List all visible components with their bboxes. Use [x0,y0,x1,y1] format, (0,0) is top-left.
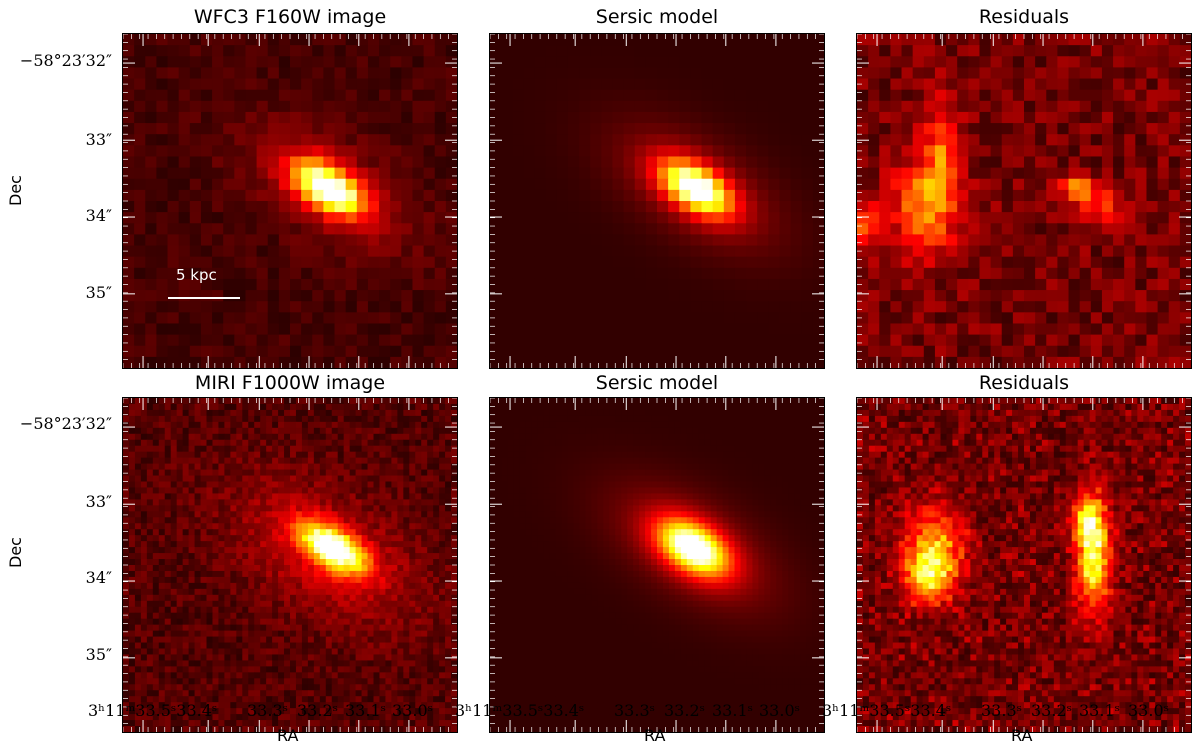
wfc3-residual-pixels [857,34,1191,368]
xtick-label: 33.0ˢ [1128,701,1170,720]
ytick-label: 35″ [85,283,112,302]
ytick-label: −58°23′32″ [19,51,112,70]
xtick-label: 33.2ˢ [1031,701,1073,720]
xtick-label: 33.1ˢ [1079,701,1121,720]
panel-wfc3-residuals [856,33,1192,369]
xlabel-col0: RA [277,726,299,745]
ytick-label: 33″ [85,492,112,511]
title-miri-residuals: Residuals [978,372,1070,394]
xtick-label: 3ʰ11ᵐ33.5ˢ33.4ˢ [822,701,952,720]
xtick-label: 3ʰ11ᵐ33.5ˢ33.4ˢ [88,701,218,720]
panel-miri-image [122,397,458,733]
scalebar-line [168,297,240,299]
xtick-label: 3ʰ11ᵐ33.5ˢ33.4ˢ [455,701,585,720]
ylabel-top: Dec [5,175,25,206]
ytick-label: 34″ [85,206,112,225]
wfc3-model-pixels [490,34,824,368]
ytick-label: −58°23′32″ [19,414,112,433]
miri-model-pixels [490,398,824,732]
ytick-label: 34″ [85,568,112,587]
title-wfc3-image: WFC3 F160W image [193,6,387,28]
panel-wfc3-image [122,33,458,369]
xlabel-col2: RA [1011,726,1033,745]
miri-residual-pixels [857,398,1191,732]
ytick-label: 33″ [85,130,112,149]
wfc3-image-pixels [123,34,457,368]
xlabel-col1: RA [644,726,666,745]
title-miri-image: MIRI F1000W image [194,372,386,394]
xtick-label: 33.3ˢ [614,701,656,720]
title-wfc3-model: Sersic model [595,6,719,28]
miri-image-pixels [123,398,457,732]
panel-miri-residuals [856,397,1192,733]
title-wfc3-residuals: Residuals [978,6,1070,28]
xtick-label: 33.0ˢ [392,701,434,720]
panel-wfc3-model [489,33,825,369]
xtick-label: 33.3ˢ [981,701,1023,720]
xtick-label: 33.2ˢ [297,701,339,720]
xtick-label: 33.0ˢ [759,701,801,720]
panel-miri-model [489,397,825,733]
xtick-label: 33.2ˢ [664,701,706,720]
xtick-label: 33.3ˢ [247,701,289,720]
title-miri-model: Sersic model [595,372,719,394]
xtick-label: 33.1ˢ [712,701,754,720]
scalebar-label: 5 kpc [176,266,217,284]
ylabel-bottom: Dec [5,537,25,568]
xtick-label: 33.1ˢ [345,701,387,720]
ytick-label: 35″ [85,645,112,664]
